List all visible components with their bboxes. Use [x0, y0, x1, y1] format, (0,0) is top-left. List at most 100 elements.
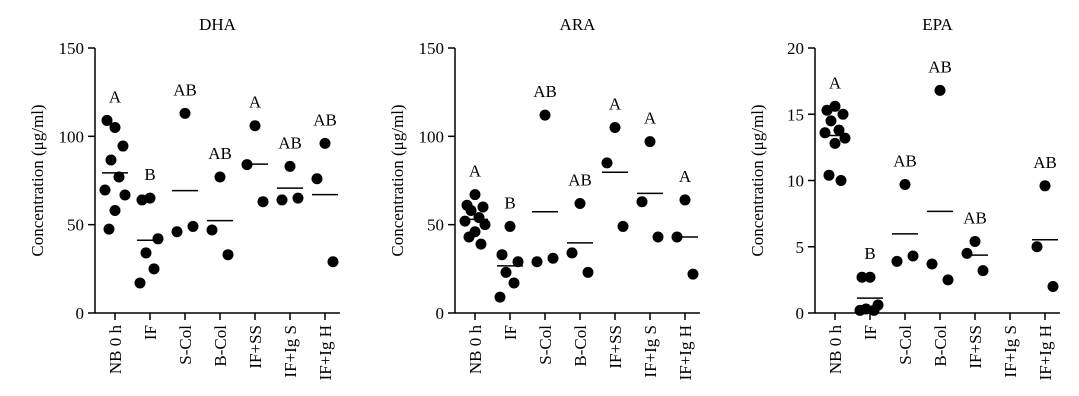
significance-letter: A [109, 87, 122, 106]
x-tick-label: IF+Ig H [676, 325, 695, 380]
data-point [934, 84, 946, 96]
data-point [148, 263, 160, 275]
x-tick-label: B-Col [931, 325, 950, 367]
data-point [891, 255, 903, 267]
y-tick-label: 150 [419, 39, 445, 58]
significance-letter: A [249, 93, 262, 112]
significance-letter: AB [963, 208, 987, 227]
data-point [99, 184, 111, 196]
data-point [601, 157, 613, 169]
y-tick-label: 50 [67, 216, 84, 235]
data-point [864, 271, 876, 283]
data-point [257, 196, 269, 208]
significance-letter: A [679, 167, 692, 186]
data-point [819, 127, 831, 139]
data-point [319, 137, 331, 149]
data-point [833, 124, 845, 136]
data-point [469, 189, 481, 201]
significance-letter: AB [1033, 153, 1057, 172]
data-point [465, 205, 477, 217]
data-point [311, 173, 323, 185]
x-tick-label: IF [501, 325, 520, 340]
data-point [1031, 241, 1043, 253]
data-point [977, 265, 989, 277]
x-tick-label: IF+Ig S [641, 325, 660, 378]
data-point [969, 235, 981, 247]
data-point [327, 256, 339, 268]
data-point [574, 197, 586, 209]
data-point [961, 247, 973, 259]
y-tick-label: 100 [59, 127, 85, 146]
data-point [206, 224, 218, 236]
significance-letter: AB [208, 144, 232, 163]
data-point [609, 122, 621, 133]
data-point [249, 120, 261, 132]
data-point [539, 109, 551, 121]
data-point [821, 104, 833, 116]
data-point [582, 266, 594, 278]
data-point [214, 171, 226, 183]
data-point [899, 178, 911, 190]
y-axis-label: Concentration (μg/ml) [28, 104, 47, 256]
significance-letter: B [504, 193, 515, 212]
y-tick-label: 15 [787, 105, 804, 124]
x-tick-label: IF [141, 325, 160, 340]
data-point [459, 215, 471, 227]
y-tick-label: 20 [787, 39, 804, 58]
y-tick-label: 0 [76, 304, 85, 323]
x-tick-label: IF [861, 325, 880, 340]
data-point [835, 175, 847, 186]
data-point [179, 107, 191, 119]
significance-letter: A [469, 162, 482, 181]
data-point [109, 122, 121, 133]
x-tick-label: B-Col [211, 325, 230, 367]
data-point [477, 201, 489, 213]
significance-letter: AB [893, 151, 917, 170]
x-tick-label: S-Col [176, 325, 195, 365]
data-point [687, 268, 699, 280]
data-point [839, 132, 851, 144]
data-point [547, 252, 559, 264]
y-tick-label: 0 [436, 304, 445, 323]
data-point [117, 140, 129, 152]
data-point [103, 223, 115, 235]
data-point [652, 231, 664, 243]
significance-letter: AB [278, 133, 302, 152]
data-point [868, 304, 880, 316]
data-point [463, 231, 475, 243]
x-tick-label: IF+Ig S [281, 325, 300, 378]
significance-letter: AB [313, 110, 337, 129]
chart-title: ARA [560, 15, 597, 34]
data-point [134, 277, 146, 289]
data-point [109, 205, 121, 217]
data-point [837, 108, 849, 120]
y-axis-label: Concentration (μg/ml) [748, 104, 767, 256]
x-tick-label: IF+Ig H [1036, 325, 1055, 380]
data-point [479, 219, 491, 231]
data-point [494, 291, 506, 303]
chart-title: DHA [199, 15, 237, 34]
data-point [187, 220, 199, 232]
data-point [222, 249, 234, 261]
data-point [1039, 180, 1051, 192]
x-tick-label: IF+SS [606, 325, 625, 369]
data-point [140, 247, 152, 259]
data-point [1047, 281, 1059, 292]
data-point [856, 271, 868, 283]
x-tick-label: B-Col [571, 325, 590, 367]
y-tick-label: 50 [427, 216, 444, 235]
x-tick-label: IF+Ig S [1001, 325, 1020, 378]
data-point [136, 194, 148, 206]
significance-letter: A [644, 109, 657, 128]
data-point [171, 226, 183, 238]
data-point [152, 233, 164, 245]
x-tick-label: NB 0 h [106, 325, 125, 375]
data-point [679, 194, 691, 206]
data-point [119, 189, 131, 201]
significance-letter: B [864, 244, 875, 263]
y-axis-label: Concentration (μg/ml) [388, 104, 407, 256]
x-tick-label: IF+SS [966, 325, 985, 369]
data-point [292, 192, 304, 204]
data-point [105, 154, 117, 166]
data-point [942, 274, 954, 286]
